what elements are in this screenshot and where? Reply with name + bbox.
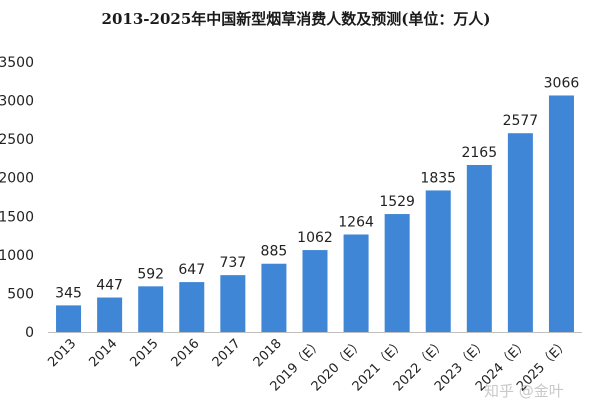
y-axis-labels: 0 500 1000 1500 2000 2500 3000 3500 (0, 55, 34, 341)
bar (261, 263, 287, 332)
x-tick-label: 2018 (251, 336, 285, 370)
bar (425, 190, 451, 332)
bar-value-label: 885 (261, 244, 288, 260)
bar-value-label: 592 (137, 266, 164, 282)
bar (384, 214, 410, 332)
y-tick-label: 500 (7, 286, 34, 302)
value-labels: 345 447 592 647 737 885 1062 1264 1529 1835 2165 25… (55, 75, 579, 301)
bar-value-label: 3066 (544, 75, 580, 91)
bar-value-label: 2577 (503, 113, 539, 129)
bar-value-label: 1835 (420, 170, 456, 186)
chart-title: 2013-2025年中国新型烟草消费人数及预测(单位：万人) (101, 10, 491, 28)
bar-value-label: 345 (55, 285, 82, 301)
y-tick-label: 2000 (0, 171, 34, 187)
x-tick-label: 2015 (128, 336, 162, 370)
y-tick-label: 0 (25, 325, 34, 341)
bar-value-label: 2165 (461, 145, 497, 161)
x-tick-label: 2017 (210, 336, 244, 370)
bar (548, 95, 574, 332)
y-tick-label: 1000 (0, 248, 34, 264)
y-tick-label: 1500 (0, 209, 34, 225)
bar (179, 282, 205, 332)
bar (97, 297, 123, 332)
y-tick-label: 2500 (0, 132, 34, 148)
bar-value-label: 647 (178, 262, 205, 278)
bar-value-label: 1529 (379, 194, 415, 210)
bar-value-label: 1062 (297, 230, 333, 246)
y-tick-label: 3000 (0, 94, 34, 110)
x-tick-label: 2014 (86, 336, 120, 370)
bar (302, 250, 328, 332)
x-tick-label: 2013 (45, 336, 79, 370)
watermark-text: 知乎 @金叶 (484, 382, 564, 400)
y-tick-label: 3500 (0, 55, 34, 71)
bar (507, 133, 533, 332)
bar (466, 164, 492, 332)
bar-value-label: 737 (219, 255, 246, 271)
bar-value-label: 447 (96, 278, 123, 294)
bar (343, 234, 369, 332)
bar-value-label: 1264 (338, 214, 374, 230)
bar (56, 305, 82, 332)
x-tick-label: 2016 (169, 336, 203, 370)
bars (56, 95, 574, 332)
bar (138, 286, 164, 332)
bar (220, 275, 246, 332)
